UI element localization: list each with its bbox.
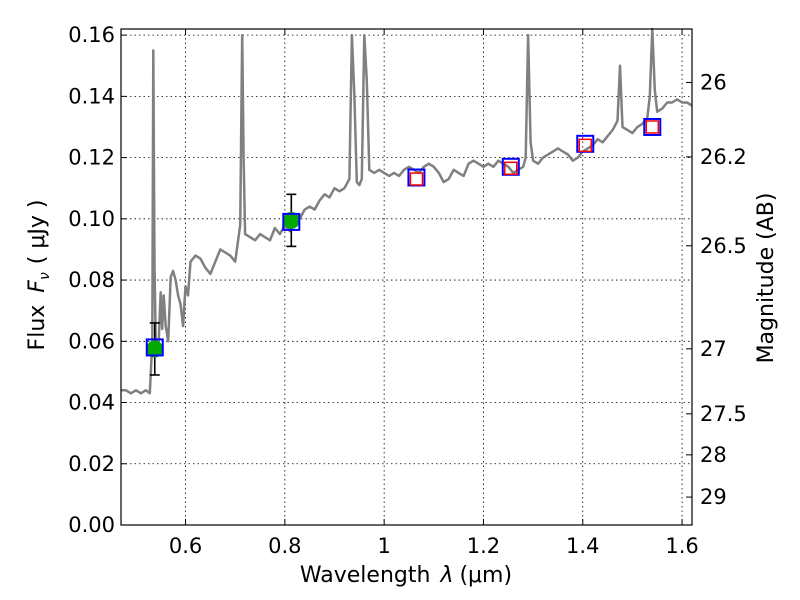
spectrum-line — [121, 27, 693, 395]
y-tick-label-0: 0.00 — [68, 513, 115, 537]
y-tick-label-6: 0.12 — [68, 146, 115, 170]
magnitude-axis-ticks: 26 26.2 26.5 27 27.5 28 29 — [686, 70, 747, 509]
x-axis-ticks: 0.6 0.8 1 1.2 1.4 1.6 — [169, 29, 699, 558]
y-tick-label-1: 0.02 — [68, 452, 115, 476]
mag-tick-label-1: 26.2 — [700, 145, 747, 169]
grid-lines — [121, 29, 692, 526]
predicted-square-2 — [578, 138, 592, 153]
model-square-1 — [282, 212, 301, 231]
magnitude-axis-label: Magnitude (AB) — [754, 193, 779, 364]
mag-tick-label-6: 29 — [700, 485, 727, 509]
y-tick-label-8: 0.16 — [68, 23, 115, 47]
x-tick-label-1: 0.8 — [268, 534, 301, 558]
y-tick-label-2: 0.04 — [68, 391, 115, 415]
mag-tick-label-4: 27.5 — [700, 402, 747, 426]
mag-tick-label-2: 26.5 — [700, 234, 747, 258]
mag-tick-label-3: 27 — [700, 337, 727, 361]
x-tick-label-2: 1 — [377, 534, 390, 558]
predicted-square-1 — [504, 161, 518, 176]
x-tick-label-0: 0.6 — [169, 534, 202, 558]
predicted-square-3 — [645, 120, 660, 134]
y-tick-label-3: 0.06 — [68, 329, 115, 353]
x-axis-label: Wavelength λ (μm) — [300, 563, 512, 588]
y-axis-ticks: 0.00 0.02 0.04 0.06 0.08 0.10 0.12 0.14 0.16 — [68, 23, 127, 537]
predicted-square-0 — [409, 172, 424, 186]
y-tick-label-4: 0.08 — [68, 268, 115, 292]
y-tick-label-5: 0.10 — [68, 207, 115, 231]
model-square-0 — [145, 338, 164, 357]
plot-frame — [120, 28, 693, 526]
mag-tick-label-5: 28 — [700, 443, 727, 467]
photometry-markers — [145, 117, 662, 376]
x-tick-label-3: 1.2 — [467, 534, 500, 558]
model-square-5 — [643, 117, 662, 136]
x-tick-label-5: 1.6 — [665, 534, 698, 558]
x-tick-label-4: 1.4 — [566, 534, 599, 558]
y-axis-label: FluxFν( μJy ) — [25, 200, 53, 351]
y-tick-label-7: 0.14 — [68, 84, 115, 108]
spectrum-curve-group — [121, 27, 693, 395]
mag-tick-label-0: 26 — [700, 70, 727, 94]
